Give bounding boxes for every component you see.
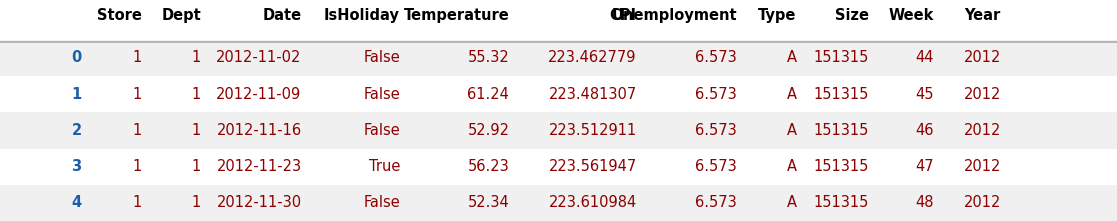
Text: 2012: 2012	[964, 195, 1001, 210]
Text: A: A	[786, 123, 796, 138]
Text: 1: 1	[133, 50, 142, 65]
Text: 151315: 151315	[813, 159, 869, 174]
Text: 6.573: 6.573	[696, 50, 737, 65]
Text: Date: Date	[262, 8, 302, 23]
Text: 2012: 2012	[964, 123, 1001, 138]
Text: 48: 48	[915, 195, 934, 210]
Text: 52.92: 52.92	[467, 123, 509, 138]
Text: 2012: 2012	[964, 87, 1001, 102]
Text: 3: 3	[71, 159, 82, 174]
Text: 223.481307: 223.481307	[548, 87, 637, 102]
Text: 2: 2	[71, 123, 82, 138]
Text: A: A	[786, 159, 796, 174]
Text: 56.23: 56.23	[468, 159, 509, 174]
Text: 44: 44	[915, 50, 934, 65]
Text: 52.34: 52.34	[468, 195, 509, 210]
Text: 2012-11-09: 2012-11-09	[217, 87, 302, 102]
Text: 2012-11-16: 2012-11-16	[217, 123, 302, 138]
Bar	[0, 112, 1117, 149]
Text: 1: 1	[133, 123, 142, 138]
Text: False: False	[363, 87, 400, 102]
Text: False: False	[363, 123, 400, 138]
Text: 1: 1	[133, 159, 142, 174]
Text: Temperature: Temperature	[403, 8, 509, 23]
Text: 6.573: 6.573	[696, 123, 737, 138]
Text: 61.24: 61.24	[468, 87, 509, 102]
Bar	[0, 76, 1117, 112]
Text: 1: 1	[133, 87, 142, 102]
Text: True: True	[369, 159, 400, 174]
Text: A: A	[786, 195, 796, 210]
Text: 47: 47	[915, 159, 934, 174]
Bar	[0, 149, 1117, 185]
Text: A: A	[786, 87, 796, 102]
Text: 1: 1	[192, 159, 201, 174]
Bar	[0, 40, 1117, 76]
Text: 55.32: 55.32	[468, 50, 509, 65]
Text: 1: 1	[192, 50, 201, 65]
Text: Unemployment: Unemployment	[612, 8, 737, 23]
Text: 1: 1	[71, 87, 82, 102]
Text: 1: 1	[192, 87, 201, 102]
Text: 151315: 151315	[813, 87, 869, 102]
Text: 6.573: 6.573	[696, 87, 737, 102]
Text: 1: 1	[192, 123, 201, 138]
Text: 6.573: 6.573	[696, 195, 737, 210]
Text: 4: 4	[71, 195, 82, 210]
Text: False: False	[363, 195, 400, 210]
Text: 1: 1	[133, 195, 142, 210]
Text: 2012-11-23: 2012-11-23	[217, 159, 302, 174]
Text: Size: Size	[836, 8, 869, 23]
Text: Type: Type	[758, 8, 796, 23]
Text: 2012-11-30: 2012-11-30	[217, 195, 302, 210]
Text: Dept: Dept	[161, 8, 201, 23]
Text: 223.610984: 223.610984	[548, 195, 637, 210]
Text: 223.462779: 223.462779	[548, 50, 637, 65]
Text: CPI: CPI	[610, 8, 637, 23]
Text: Year: Year	[965, 8, 1001, 23]
Text: 2012-11-02: 2012-11-02	[217, 50, 302, 65]
Text: 0: 0	[71, 50, 82, 65]
Text: 151315: 151315	[813, 50, 869, 65]
Text: Week: Week	[888, 8, 934, 23]
Text: 151315: 151315	[813, 195, 869, 210]
Text: 223.512911: 223.512911	[548, 123, 637, 138]
Text: False: False	[363, 50, 400, 65]
Text: A: A	[786, 50, 796, 65]
Text: IsHoliday: IsHoliday	[324, 8, 400, 23]
Text: 46: 46	[915, 123, 934, 138]
Text: 2012: 2012	[964, 159, 1001, 174]
Text: 6.573: 6.573	[696, 159, 737, 174]
Text: Store: Store	[97, 8, 142, 23]
Text: 1: 1	[192, 195, 201, 210]
Text: 45: 45	[915, 87, 934, 102]
Text: 223.561947: 223.561947	[548, 159, 637, 174]
Bar	[0, 185, 1117, 221]
Text: 2012: 2012	[964, 50, 1001, 65]
Bar	[0, 0, 1117, 40]
Text: 151315: 151315	[813, 123, 869, 138]
